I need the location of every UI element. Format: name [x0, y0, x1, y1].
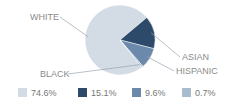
slice [120, 40, 154, 66]
slice [120, 40, 143, 67]
category-label: WHITE [30, 12, 59, 22]
legend-label: 15.1% [91, 88, 117, 98]
category-label: BLACK [40, 69, 70, 79]
legend-label: 74.6% [31, 88, 57, 98]
category-label: ASIAN [182, 52, 209, 62]
legend: 74.6% 15.1% 9.6% 0.7% [18, 88, 216, 98]
chart: WHITE ASIAN HISPANIC BLACK 74.6% 15.1% 9.6% 0.7… [0, 0, 240, 100]
category-label: HISPANIC [176, 66, 218, 76]
leader-line [151, 33, 180, 57]
legend-swatch [78, 88, 87, 97]
legend-swatch [132, 88, 141, 97]
leader-line [147, 57, 174, 71]
legend-swatch [182, 88, 191, 97]
leader-line [60, 17, 88, 37]
leader-line [68, 65, 140, 74]
legend-label: 0.7% [195, 88, 216, 98]
legend-label: 9.6% [145, 88, 166, 98]
slices [85, 5, 155, 75]
legend-swatch [18, 88, 27, 97]
